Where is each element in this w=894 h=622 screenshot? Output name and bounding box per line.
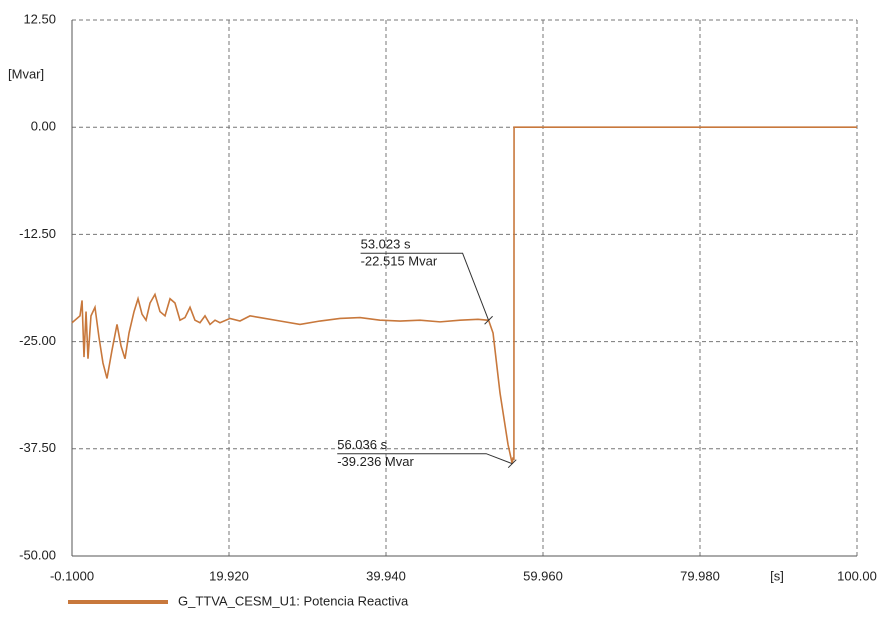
x-axis-label: [s] <box>770 568 784 583</box>
x-tick-label: 79.980 <box>680 568 720 583</box>
x-tick-label: 100.00 <box>837 568 877 583</box>
annotation-y: -22.515 Mvar <box>361 254 438 269</box>
y-tick-label: -12.50 <box>19 226 56 241</box>
legend-label: G_TTVA_CESM_U1: Potencia Reactiva <box>178 593 409 608</box>
y-tick-label: -25.00 <box>19 333 56 348</box>
annotation-x: 56.036 s <box>337 437 387 452</box>
y-tick-label: -37.50 <box>19 440 56 455</box>
x-tick-label: 59.960 <box>523 568 563 583</box>
data-line <box>71 126 857 464</box>
y-tick-label: -50.00 <box>19 547 56 562</box>
y-tick-label: 12.50 <box>23 11 56 26</box>
y-tick-label: 0.00 <box>31 119 56 134</box>
annotation-x: 53.023 s <box>361 237 411 252</box>
x-tick-label: 19.920 <box>209 568 249 583</box>
x-tick-label: -0.1000 <box>50 568 94 583</box>
annotation-leader <box>337 453 513 465</box>
annotation-marker <box>484 315 493 325</box>
annotation-leader <box>360 252 490 321</box>
annotation-marker <box>507 459 517 469</box>
y-axis-label: [Mvar] <box>8 66 44 81</box>
annotation-y: -39.236 Mvar <box>337 454 414 469</box>
x-tick-label: 39.940 <box>366 568 406 583</box>
